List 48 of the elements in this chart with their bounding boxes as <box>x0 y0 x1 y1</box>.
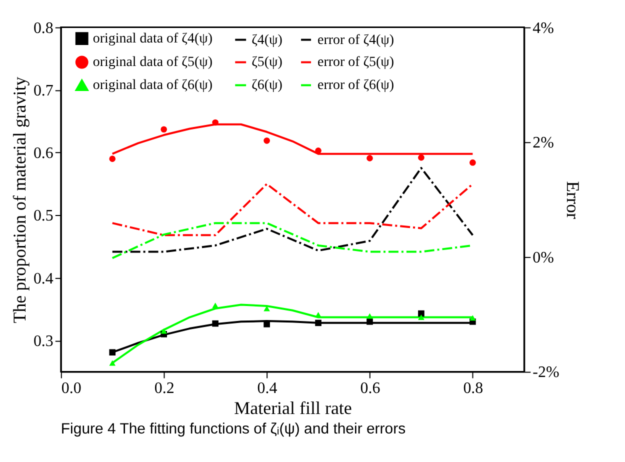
point <box>160 126 168 133</box>
caption: Figure 4 The fitting functions of ζᵢ(ψ) and their errors <box>60 420 406 438</box>
y-tick-label: 0.7 <box>33 82 54 100</box>
point <box>109 156 116 162</box>
legend-label: ζ4(ψ) <box>252 32 283 48</box>
y-tick-label: 0.4 <box>33 270 54 288</box>
y-tick-label: 0.8 <box>33 20 54 37</box>
point <box>212 302 218 308</box>
x-axis-title: Material fill rate <box>234 398 352 418</box>
legend-label: error of ζ4(ψ) <box>317 32 394 48</box>
point <box>315 320 322 326</box>
y-tick-label: 0.3 <box>33 332 54 350</box>
point <box>109 349 116 356</box>
point <box>366 313 373 319</box>
point <box>366 318 373 325</box>
x-tick-label: 0.4 <box>257 380 278 398</box>
y-axis-title: The proportion of material gravity <box>9 76 30 324</box>
y2-tick-label: 0% <box>532 249 554 266</box>
point <box>109 360 116 366</box>
point <box>160 328 168 334</box>
legend-label: ζ5(ψ) <box>252 55 283 70</box>
point <box>212 320 218 327</box>
y-tick-label: 0.5 <box>33 208 54 225</box>
line-series <box>111 166 474 253</box>
y-tick-label: 0.6 <box>33 145 54 162</box>
x-tick-label: 0.2 <box>154 380 174 398</box>
point <box>418 154 424 161</box>
legend-label: original data of ζ6(ψ) <box>92 78 213 94</box>
legend-label: original data of ζ5(ψ) <box>92 55 213 70</box>
x-tick-label: 0.0 <box>61 380 82 398</box>
legend-label: original data of ζ4(ψ) <box>92 32 213 47</box>
x-tick-label: 0.8 <box>463 380 484 398</box>
point <box>264 138 270 144</box>
y2-tick-label: 4% <box>532 20 554 37</box>
point <box>366 155 373 162</box>
legend-label: ζ6(ψ) <box>252 78 283 94</box>
legend-label: error of ζ6(ψ) <box>317 78 394 94</box>
y2-axis-title: Error <box>563 181 584 219</box>
point <box>212 119 218 126</box>
y2-tick-label: 2% <box>532 134 554 152</box>
line-series <box>111 183 474 236</box>
point <box>470 315 476 321</box>
point <box>418 310 424 317</box>
point <box>470 159 476 166</box>
x-tick-label: 0.6 <box>360 380 380 398</box>
point <box>418 314 424 320</box>
legend-label: error of ζ5(ψ) <box>317 55 394 70</box>
y2-tick-label: -2% <box>532 364 560 382</box>
